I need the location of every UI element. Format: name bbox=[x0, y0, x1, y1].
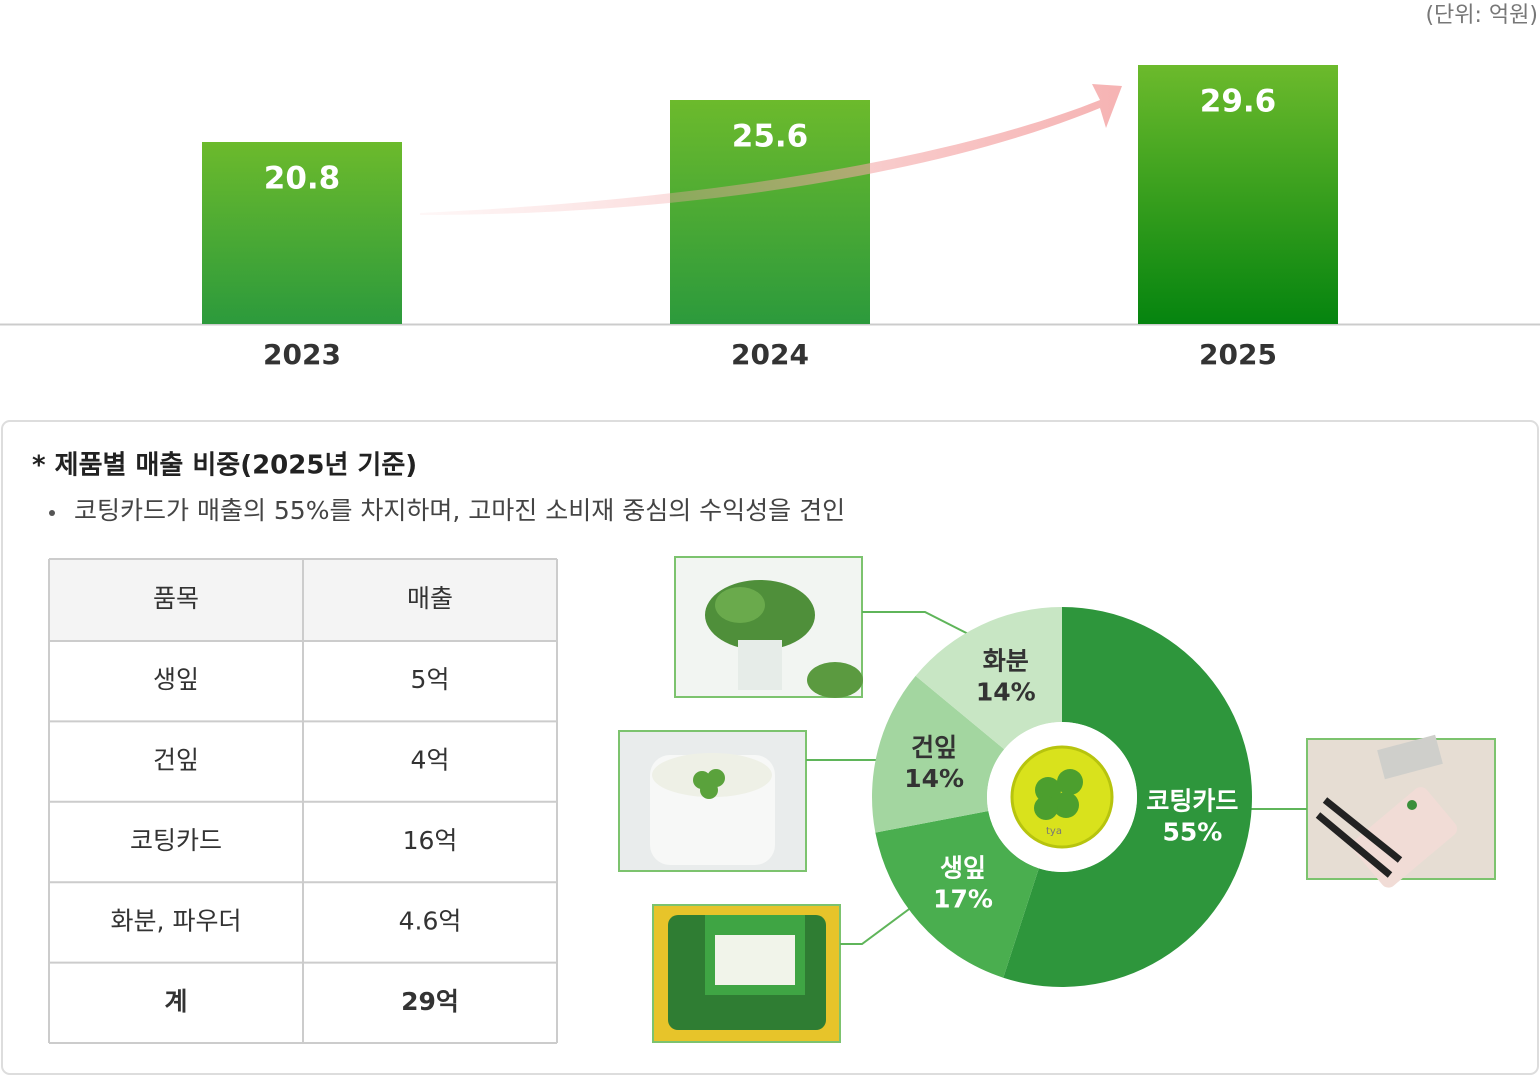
bar-value-label: 29.6 bbox=[1200, 84, 1277, 120]
table-cell: 4.6억 bbox=[399, 906, 462, 935]
table-cell: 4억 bbox=[411, 746, 450, 775]
slice-value: 55% bbox=[1162, 818, 1222, 847]
bar-value-label: 25.6 bbox=[732, 119, 809, 155]
slice-value: 14% bbox=[976, 678, 1036, 707]
table-cell: 생잎 bbox=[153, 665, 199, 694]
panel-title: * 제품별 매출 비중(2025년 기준) bbox=[32, 451, 417, 481]
donut-slice bbox=[915, 607, 1062, 750]
bar-labels: 20.8 2023 25.6 2024 29.6 2025 bbox=[263, 84, 1277, 372]
logo-text: tya bbox=[1046, 826, 1062, 837]
donut-slice bbox=[872, 675, 1005, 833]
bar-chart bbox=[202, 65, 1338, 324]
table-cell: 29억 bbox=[401, 987, 459, 1016]
bar bbox=[670, 100, 870, 324]
table-header-cell: 매출 bbox=[407, 584, 453, 613]
donut-chart bbox=[872, 607, 1252, 988]
bar bbox=[1138, 65, 1338, 324]
unit-label: (단위: 억원) bbox=[1425, 3, 1538, 28]
photo-pot bbox=[674, 556, 863, 698]
photo-pack bbox=[652, 904, 841, 1043]
slice-name: 코팅카드 bbox=[1146, 787, 1238, 816]
bullet-dot bbox=[49, 510, 55, 516]
slice-value: 17% bbox=[933, 884, 993, 913]
table-cell: 건잎 bbox=[153, 746, 199, 775]
slice-value: 14% bbox=[904, 764, 964, 793]
table-cell: 5억 bbox=[411, 665, 450, 694]
x-tick-label: 2023 bbox=[263, 338, 341, 371]
growth-arrow bbox=[420, 84, 1122, 215]
bar-value-label: 20.8 bbox=[264, 161, 341, 197]
photo-latte bbox=[618, 730, 807, 872]
donut-slice bbox=[1003, 607, 1252, 988]
center-logo: tya bbox=[1010, 745, 1114, 849]
photo-card bbox=[1306, 734, 1496, 888]
table-cell: 계 bbox=[164, 987, 187, 1016]
x-tick-label: 2024 bbox=[731, 338, 809, 371]
table-cell: 코팅카드 bbox=[130, 826, 222, 855]
table-header-cell: 품목 bbox=[153, 584, 199, 613]
panel-bullet: 코팅카드가 매출의 55%를 차지하며, 고마진 소비재 중심의 수익성을 견인 bbox=[74, 496, 845, 525]
donut-slice bbox=[875, 811, 1039, 978]
slice-name: 화분 bbox=[983, 647, 1029, 676]
slice-name: 생잎 bbox=[940, 853, 986, 882]
bar bbox=[202, 142, 402, 324]
table-cell: 16억 bbox=[403, 826, 458, 855]
x-tick-label: 2025 bbox=[1199, 338, 1277, 371]
slice-name: 건잎 bbox=[911, 733, 957, 762]
table-cell: 화분, 파우더 bbox=[111, 906, 242, 935]
